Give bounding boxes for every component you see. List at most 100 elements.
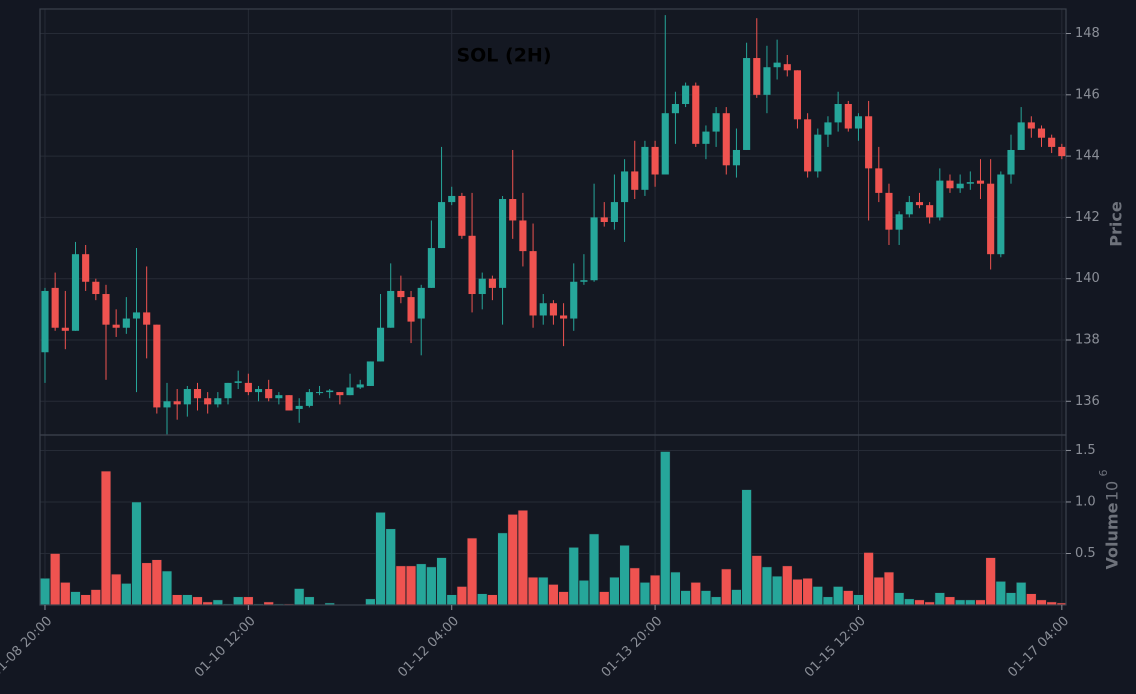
candle-body: [265, 389, 273, 399]
candle-body: [61, 327, 69, 331]
candle-body: [407, 297, 415, 322]
volume-bar: [629, 567, 640, 606]
volume-bar: [456, 586, 468, 606]
volume-bar: [568, 547, 579, 606]
candle-body: [651, 146, 659, 175]
candle-body: [509, 199, 517, 221]
volume-bar: [294, 588, 305, 606]
candle-body: [1017, 122, 1025, 150]
candle-body: [122, 318, 130, 328]
volume-bar: [863, 552, 874, 606]
volume-bar: [121, 583, 132, 606]
volume-bar: [90, 589, 102, 606]
candle-body: [590, 217, 598, 281]
volume-bar: [426, 566, 437, 606]
candle-body: [539, 303, 547, 316]
candle-body: [783, 64, 791, 71]
candle-body: [173, 401, 181, 405]
candle-body: [204, 398, 212, 405]
volume-bar: [883, 571, 895, 606]
candle-body: [1027, 122, 1035, 129]
volume-bar: [161, 570, 173, 606]
volume-bar: [385, 528, 396, 606]
marks-layer: [39, 15, 1068, 606]
volume-bar: [1026, 593, 1037, 606]
candle-body: [397, 290, 405, 298]
y-tick-label: 138: [1075, 332, 1100, 347]
candle-body: [488, 278, 496, 288]
candle-body: [682, 85, 690, 105]
candle-body: [875, 168, 883, 193]
volume-bar: [233, 596, 244, 606]
volume-bar: [1005, 592, 1017, 606]
candle-body: [417, 287, 425, 319]
volume-bar: [721, 568, 732, 606]
volume-bar: [548, 584, 559, 606]
volume-bar: [639, 582, 651, 606]
y2-tick-label: 0.5: [1075, 546, 1096, 561]
candle-body: [153, 324, 161, 408]
y2-tick-label: 1.5: [1075, 443, 1096, 458]
y-tick-label: 140: [1075, 271, 1100, 286]
volume-bar: [985, 557, 996, 606]
candle-body: [600, 217, 608, 222]
candle-body: [763, 67, 771, 95]
candle-body: [499, 199, 507, 288]
y2-tick-label: 1.0: [1075, 494, 1096, 509]
candle-body: [976, 180, 985, 184]
volume-bar: [975, 599, 986, 606]
candle-body: [580, 280, 588, 282]
candle-body: [437, 202, 446, 249]
candle-body: [305, 392, 313, 406]
volume-bar: [812, 586, 823, 606]
candle-body: [234, 381, 242, 383]
candle-body: [865, 116, 873, 169]
candle-body: [997, 174, 1005, 255]
candle-body: [92, 281, 100, 295]
candle-body: [183, 389, 191, 405]
candle-body: [743, 58, 751, 150]
volume-bar: [375, 511, 386, 606]
candle-body: [956, 183, 964, 189]
volume-bar: [619, 544, 630, 606]
volume-bar: [182, 594, 193, 606]
candle-body: [915, 202, 924, 206]
candle-body: [946, 180, 954, 189]
candle-body: [1007, 149, 1015, 175]
candle-body: [661, 113, 669, 175]
candle-body: [722, 113, 730, 166]
candle-body: [926, 205, 934, 218]
volume-bar: [416, 563, 427, 606]
volume-bar: [60, 582, 71, 606]
volume-panel-frame: [39, 434, 1067, 606]
volume-bar: [477, 593, 488, 606]
volume-bar: [690, 582, 701, 606]
candle-body: [254, 389, 263, 393]
volume-bar: [904, 598, 915, 606]
volume-bar: [649, 574, 661, 606]
candle-body: [143, 312, 151, 325]
volume-bar: [212, 599, 224, 606]
volume-bar: [761, 566, 773, 606]
candle-body: [854, 116, 863, 129]
volume-bar: [995, 581, 1007, 606]
volume-bar: [304, 596, 315, 606]
candle-body: [621, 171, 629, 203]
volume-bar: [131, 501, 142, 606]
candle-body: [844, 104, 852, 129]
volume-bar: [100, 470, 112, 606]
candle-body: [285, 395, 293, 411]
y-tick-label: 146: [1075, 87, 1100, 102]
y-axis-label: Price: [1107, 201, 1126, 247]
candle-body: [1048, 137, 1056, 147]
volume-bar: [487, 594, 498, 606]
volume-bar: [934, 592, 945, 606]
volume-bar: [558, 591, 569, 606]
candle-body: [366, 361, 374, 386]
volume-bar: [944, 596, 956, 606]
candle-body: [987, 183, 995, 255]
volume-bar: [954, 599, 966, 606]
volume-bar: [832, 586, 844, 606]
volume-bar: [365, 598, 376, 606]
